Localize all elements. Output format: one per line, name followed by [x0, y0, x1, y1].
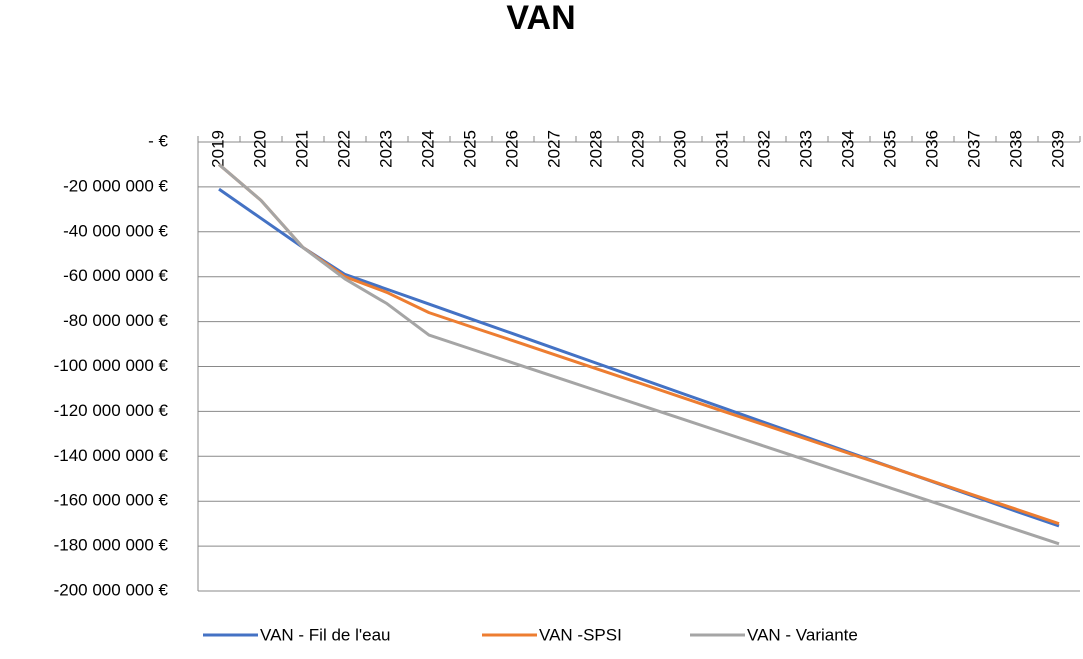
chart-title: VAN: [506, 0, 575, 37]
legend-label: VAN - Variante: [747, 625, 858, 644]
x-tick-label: 2038: [1006, 130, 1025, 168]
x-tick-label: 2026: [502, 130, 521, 168]
x-tick-label: 2032: [754, 130, 773, 168]
x-tick-label: 2024: [418, 130, 437, 168]
x-tick-label: 2020: [250, 130, 269, 168]
series-line: [218, 163, 1060, 546]
y-tick-label: -20 000 000 €: [63, 176, 168, 195]
x-tick-label: 2030: [670, 130, 689, 168]
x-tick-label: 2025: [460, 130, 479, 168]
y-tick-label: -160 000 000 €: [54, 491, 169, 510]
x-tick-label: 2022: [334, 130, 353, 168]
legend-label: VAN -SPSI: [539, 625, 622, 644]
legend-label: VAN - Fil de l'eau: [260, 625, 390, 644]
y-tick-label: -40 000 000 €: [63, 221, 168, 240]
y-tick-label: -60 000 000 €: [63, 266, 168, 285]
x-tick-label: 2033: [796, 130, 815, 168]
series-line: [218, 187, 1060, 528]
x-tick-label: 2027: [544, 130, 563, 168]
x-tick-label: 2035: [880, 130, 899, 168]
y-tick-label: -100 000 000 €: [54, 356, 169, 375]
x-tick-label: 2029: [628, 130, 647, 168]
x-tick-label: 2034: [838, 130, 857, 168]
x-tick-label: 2039: [1048, 130, 1067, 168]
y-tick-label: -80 000 000 €: [63, 311, 168, 330]
y-tick-label: -180 000 000 €: [54, 536, 169, 555]
x-tick-label: 2031: [712, 130, 731, 168]
y-tick-label: - €: [148, 131, 168, 150]
x-tick-label: 2019: [208, 130, 227, 168]
x-tick-label: 2028: [586, 130, 605, 168]
y-tick-label: -200 000 000 €: [54, 580, 169, 599]
x-tick-label: 2023: [376, 130, 395, 168]
series-line: [218, 163, 1060, 526]
x-tick-label: 2036: [922, 130, 941, 168]
y-tick-label: -140 000 000 €: [54, 446, 169, 465]
x-tick-label: 2021: [292, 130, 311, 168]
y-tick-label: -120 000 000 €: [54, 401, 169, 420]
x-tick-label: 2037: [964, 130, 983, 168]
